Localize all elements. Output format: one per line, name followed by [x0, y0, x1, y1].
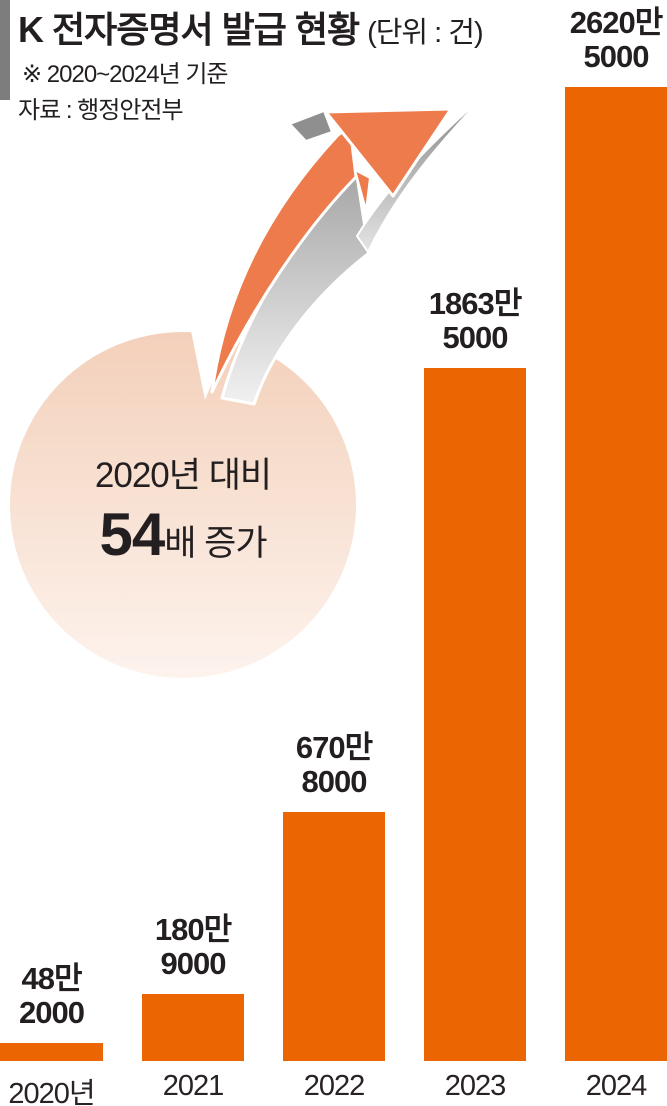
page-title: K 전자증명서 발급 현황	[18, 9, 360, 50]
bar-group-2021: 180만 9000	[142, 913, 244, 1061]
bar-value-label: 670만 8000	[295, 730, 373, 799]
bar-2020	[0, 1043, 103, 1061]
bar-value-label: 180만 9000	[154, 912, 232, 981]
arrow-gray-streak	[356, 93, 487, 253]
growth-arrow-icon	[190, 93, 487, 406]
unit-note: (단위 : 건)	[367, 17, 484, 49]
bar-2021	[142, 994, 244, 1061]
period-note: ※ 2020~2024년 기준	[22, 61, 228, 88]
title-accent-bar	[0, 0, 10, 100]
axis-label-2023: 2023	[444, 1070, 507, 1102]
axis-label-2022: 2022	[303, 1070, 366, 1102]
bar-group-2024: 2620만 5000	[565, 6, 667, 1061]
callout-multiplier: 54	[99, 501, 165, 568]
callout-line2: 54배 증가	[10, 500, 356, 569]
bar-value-label: 1863만 5000	[428, 286, 522, 355]
bar-group-2023: 1863만 5000	[424, 287, 526, 1061]
growth-callout-circle: 2020년 대비 54배 증가	[10, 332, 356, 678]
bar-2023	[424, 368, 526, 1061]
bar-value-label: 48만 2000	[19, 961, 85, 1030]
arrow-head	[324, 107, 453, 198]
bar-2024	[565, 87, 667, 1061]
source-note: 자료 : 행정안전부	[18, 97, 184, 124]
callout-line1: 2020년 대비	[94, 456, 272, 495]
bar-group-2022: 670만 8000	[283, 731, 385, 1061]
arrow-head-wedge	[354, 169, 371, 211]
callout-suffix: 배 증가	[164, 524, 267, 563]
bar-value-label: 2620만 5000	[569, 5, 663, 74]
axis-label-2021: 2021	[162, 1070, 225, 1102]
axis-label-2024: 2024	[585, 1070, 648, 1102]
bar-2022	[283, 812, 385, 1061]
bar-group-2020: 48만 2000	[0, 962, 103, 1061]
header: K 전자증명서 발급 현황 (단위 : 건)	[18, 1, 484, 53]
axis-label-2020: 2020년	[8, 1078, 95, 1106]
arrow-gray-wedge	[289, 110, 333, 142]
